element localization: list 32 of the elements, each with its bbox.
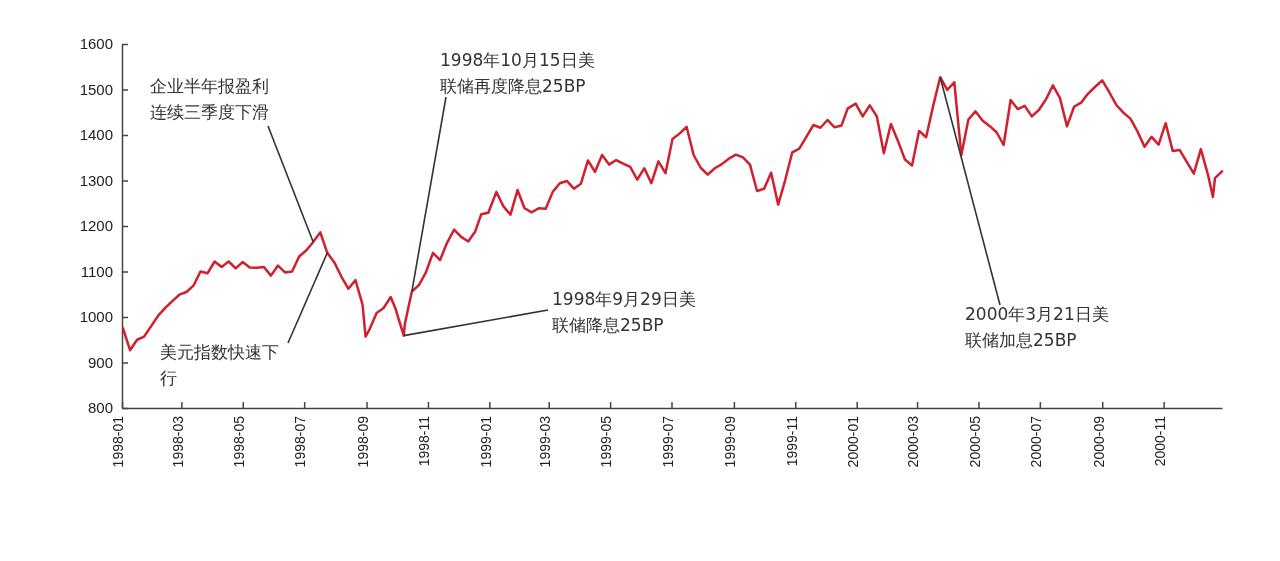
x-tick-label: 1999-09	[722, 415, 739, 468]
x-tick-label: 1999-03	[537, 415, 554, 468]
y-tick-label: 1600	[79, 35, 113, 53]
x-tick-label: 1998-11	[416, 415, 433, 467]
x-tick-label: 1998-05	[231, 415, 248, 468]
x-tick-label: 2000-05	[966, 415, 983, 468]
x-tick-label: 1999-07	[659, 415, 676, 468]
y-tick-label: 800	[87, 399, 113, 417]
x-tick-label: 1998-09	[354, 415, 371, 468]
y-tick-label: 900	[87, 353, 113, 371]
x-tick-label: 2000-01	[844, 415, 861, 468]
annotation: 企业半年报盈利连续三季度下滑	[150, 76, 269, 122]
y-tick-label: 1100	[80, 262, 113, 280]
y-tick-label: 1200	[79, 217, 113, 235]
x-tick-label: 1998-03	[169, 415, 186, 468]
x-tick-label: 1999-11	[783, 415, 800, 467]
x-tick-label: 2000-11	[1151, 415, 1168, 467]
annotation: 2000年3月21日美联储加息25BP	[965, 304, 1109, 350]
x-tick-label: 1999-01	[477, 415, 494, 468]
y-tick-label: 1300	[79, 171, 113, 189]
y-tick-label: 1400	[79, 126, 113, 144]
x-tick-label: 1999-05	[598, 415, 615, 468]
x-tick-label: 2000-09	[1090, 415, 1107, 468]
x-tick-label: 2000-07	[1028, 415, 1045, 468]
annotation: 1998年9月29日美联储降息25BP	[552, 289, 696, 335]
y-tick-label: 1500	[79, 80, 113, 98]
x-tick-label: 2000-03	[905, 415, 922, 468]
annotation: 美元指数快速下行	[160, 342, 279, 388]
x-tick-label: 1998-07	[292, 415, 309, 468]
annotation: 1998年10月15日美联储再度降息25BP	[440, 50, 595, 96]
x-tick-label: 1998-01	[110, 415, 127, 468]
y-tick-label: 1000	[79, 308, 113, 326]
